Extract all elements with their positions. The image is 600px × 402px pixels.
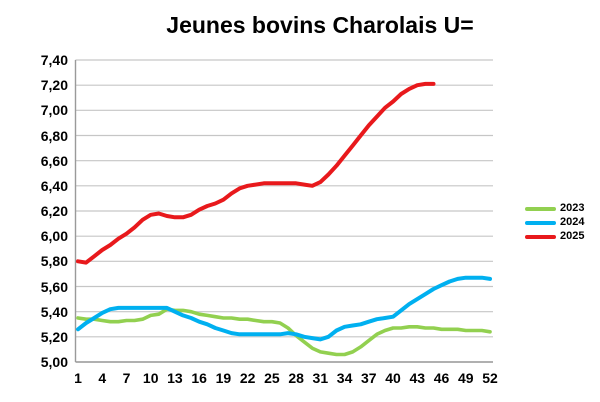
y-tick-label: 5,60 [40,278,68,295]
x-tick-label: 25 [264,370,280,386]
x-tick-label: 28 [288,370,304,386]
legend-label: 2025 [560,230,585,242]
y-tick-label: 6,60 [40,152,68,169]
x-tick-label: 16 [191,370,207,386]
x-tick-label: 7 [122,370,131,386]
x-tick-label: 1 [74,370,82,386]
legend-line-swatch-2023 [525,206,556,211]
y-tick-label: 6,40 [40,177,68,194]
x-tick-label: 34 [336,370,353,386]
y-tick-label: 5,40 [40,303,68,320]
x-tick-label: 43 [409,370,426,386]
y-tick-label: 6,80 [40,127,68,144]
x-tick-label: 13 [167,370,183,386]
legend-label: 2023 [560,202,585,214]
x-tick-label: 10 [142,370,159,386]
legend-item-2024: 2024 [525,217,584,228]
y-tick-label: 5,80 [40,253,68,270]
x-tick-label: 49 [457,370,474,386]
legend-line-swatch-2024 [525,220,556,225]
series-line-2025 [76,81,436,265]
x-tick-label: 4 [98,370,107,386]
y-tick-label: 7,00 [40,102,68,119]
series-line-2024 [76,275,492,342]
x-tick-label: 52 [482,370,498,386]
legend-item-2023: 2023 [525,203,584,214]
x-tick-label: 40 [385,370,401,386]
legend-line-swatch-2025 [525,234,556,239]
x-tick-label: 37 [361,370,377,386]
y-tick-label: 7,20 [40,77,68,94]
x-tick-label: 19 [215,370,232,386]
y-tick-label: 7,40 [40,52,68,68]
x-tick-label: 46 [433,370,450,386]
legend-label: 2024 [560,216,585,228]
legend: 2023 2024 2025 [525,203,584,242]
x-tick-label: 22 [239,370,256,386]
y-tick-label: 6,00 [40,228,68,245]
series-line-2023 [76,307,492,357]
chart-title: Jeunes bovins Charolais U= [166,12,474,38]
y-tick-label: 5,00 [40,354,68,370]
x-tick-label: 31 [312,370,329,386]
legend-item-2025: 2025 [525,231,584,242]
y-tick-label: 6,20 [40,203,68,219]
y-tick-label: 5,20 [40,328,68,345]
